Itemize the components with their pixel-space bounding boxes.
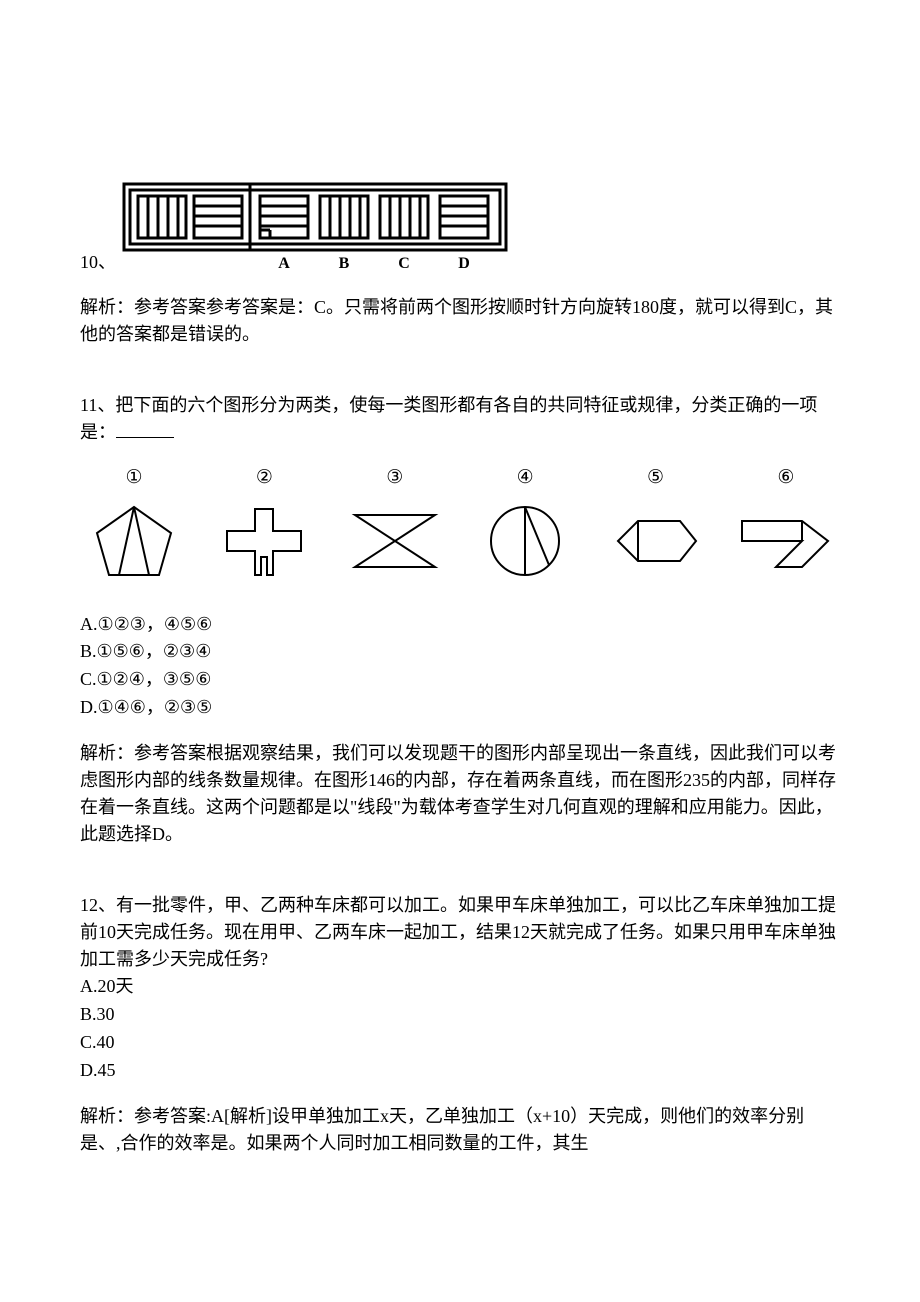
q11-fig-6: ⑥: [736, 464, 836, 581]
q11-fig-2: ②: [214, 464, 314, 581]
q10-number: 10、: [80, 249, 116, 276]
q11-options: A.①②③，④⑤⑥ B.①⑤⑥，②③④ C.①②④，③⑤⑥ D.①④⑥，②③⑤: [80, 611, 840, 723]
q11-fig-4-label: ④: [517, 464, 534, 493]
q11-option-a: A.①②③，④⑤⑥: [80, 611, 840, 639]
q12-option-d: D.45: [80, 1057, 840, 1085]
q11-option-d: D.①④⑥，②③⑤: [80, 694, 840, 722]
q10-opt-a: A: [278, 255, 290, 272]
q11-fig-4: ④: [475, 464, 575, 581]
q11-fig-1: ①: [84, 464, 184, 581]
q10-opt-d: D: [458, 255, 470, 272]
q12-option-b: B.30: [80, 1001, 840, 1029]
q11-fig-3-label: ③: [386, 464, 403, 493]
q11-option-c: C.①②④，③⑤⑥: [80, 666, 840, 694]
q11-figure-row: ① ② ③: [80, 464, 840, 581]
q11-fig-2-label: ②: [256, 464, 273, 493]
question-12: 12、有一批零件，甲、乙两种车床都可以加工。如果甲车床单独加工，可以比乙车床单独…: [80, 892, 840, 1157]
q11-stem: 11、把下面的六个图形分为两类，使每一类图形都有各自的共同特征或规律，分类正确的…: [80, 392, 840, 446]
question-11: 11、把下面的六个图形分为两类，使每一类图形都有各自的共同特征或规律，分类正确的…: [80, 392, 840, 848]
q11-blank: [116, 419, 174, 438]
q12-explanation: 解析：参考答案:A[解析]设甲单独加工x天，乙单独加工（x+10）天完成，则他们…: [80, 1103, 840, 1157]
q10-opt-c: C: [398, 255, 410, 272]
q11-fig-5-label: ⑤: [647, 464, 664, 493]
q11-explanation: 解析：参考答案根据观察结果，我们可以发现题干的图形内部呈现出一条直线，因此我们可…: [80, 740, 840, 848]
q12-option-c: C.40: [80, 1029, 840, 1057]
q11-fig-5: ⑤: [606, 464, 706, 581]
q10-opt-b: B: [339, 255, 350, 272]
q11-fig-1-label: ①: [125, 464, 142, 493]
q11-option-b: B.①⑤⑥，②③④: [80, 638, 840, 666]
q12-stem: 12、有一批零件，甲、乙两种车床都可以加工。如果甲车床单独加工，可以比乙车床单独…: [80, 892, 840, 973]
q11-fig-6-label: ⑥: [777, 464, 794, 493]
q10-explanation: 解析：参考答案参考答案是：C。只需将前两个图形按顺时针方向旋转180度，就可以得…: [80, 294, 840, 348]
q10-figure: A B C D: [120, 180, 510, 272]
question-10: 10、: [80, 180, 840, 348]
q12-option-a: A.20天: [80, 973, 840, 1001]
q11-fig-3: ③: [345, 464, 445, 581]
q10-figure-row: 10、: [80, 180, 840, 276]
q12-options: A.20天 B.30 C.40 D.45: [80, 973, 840, 1085]
